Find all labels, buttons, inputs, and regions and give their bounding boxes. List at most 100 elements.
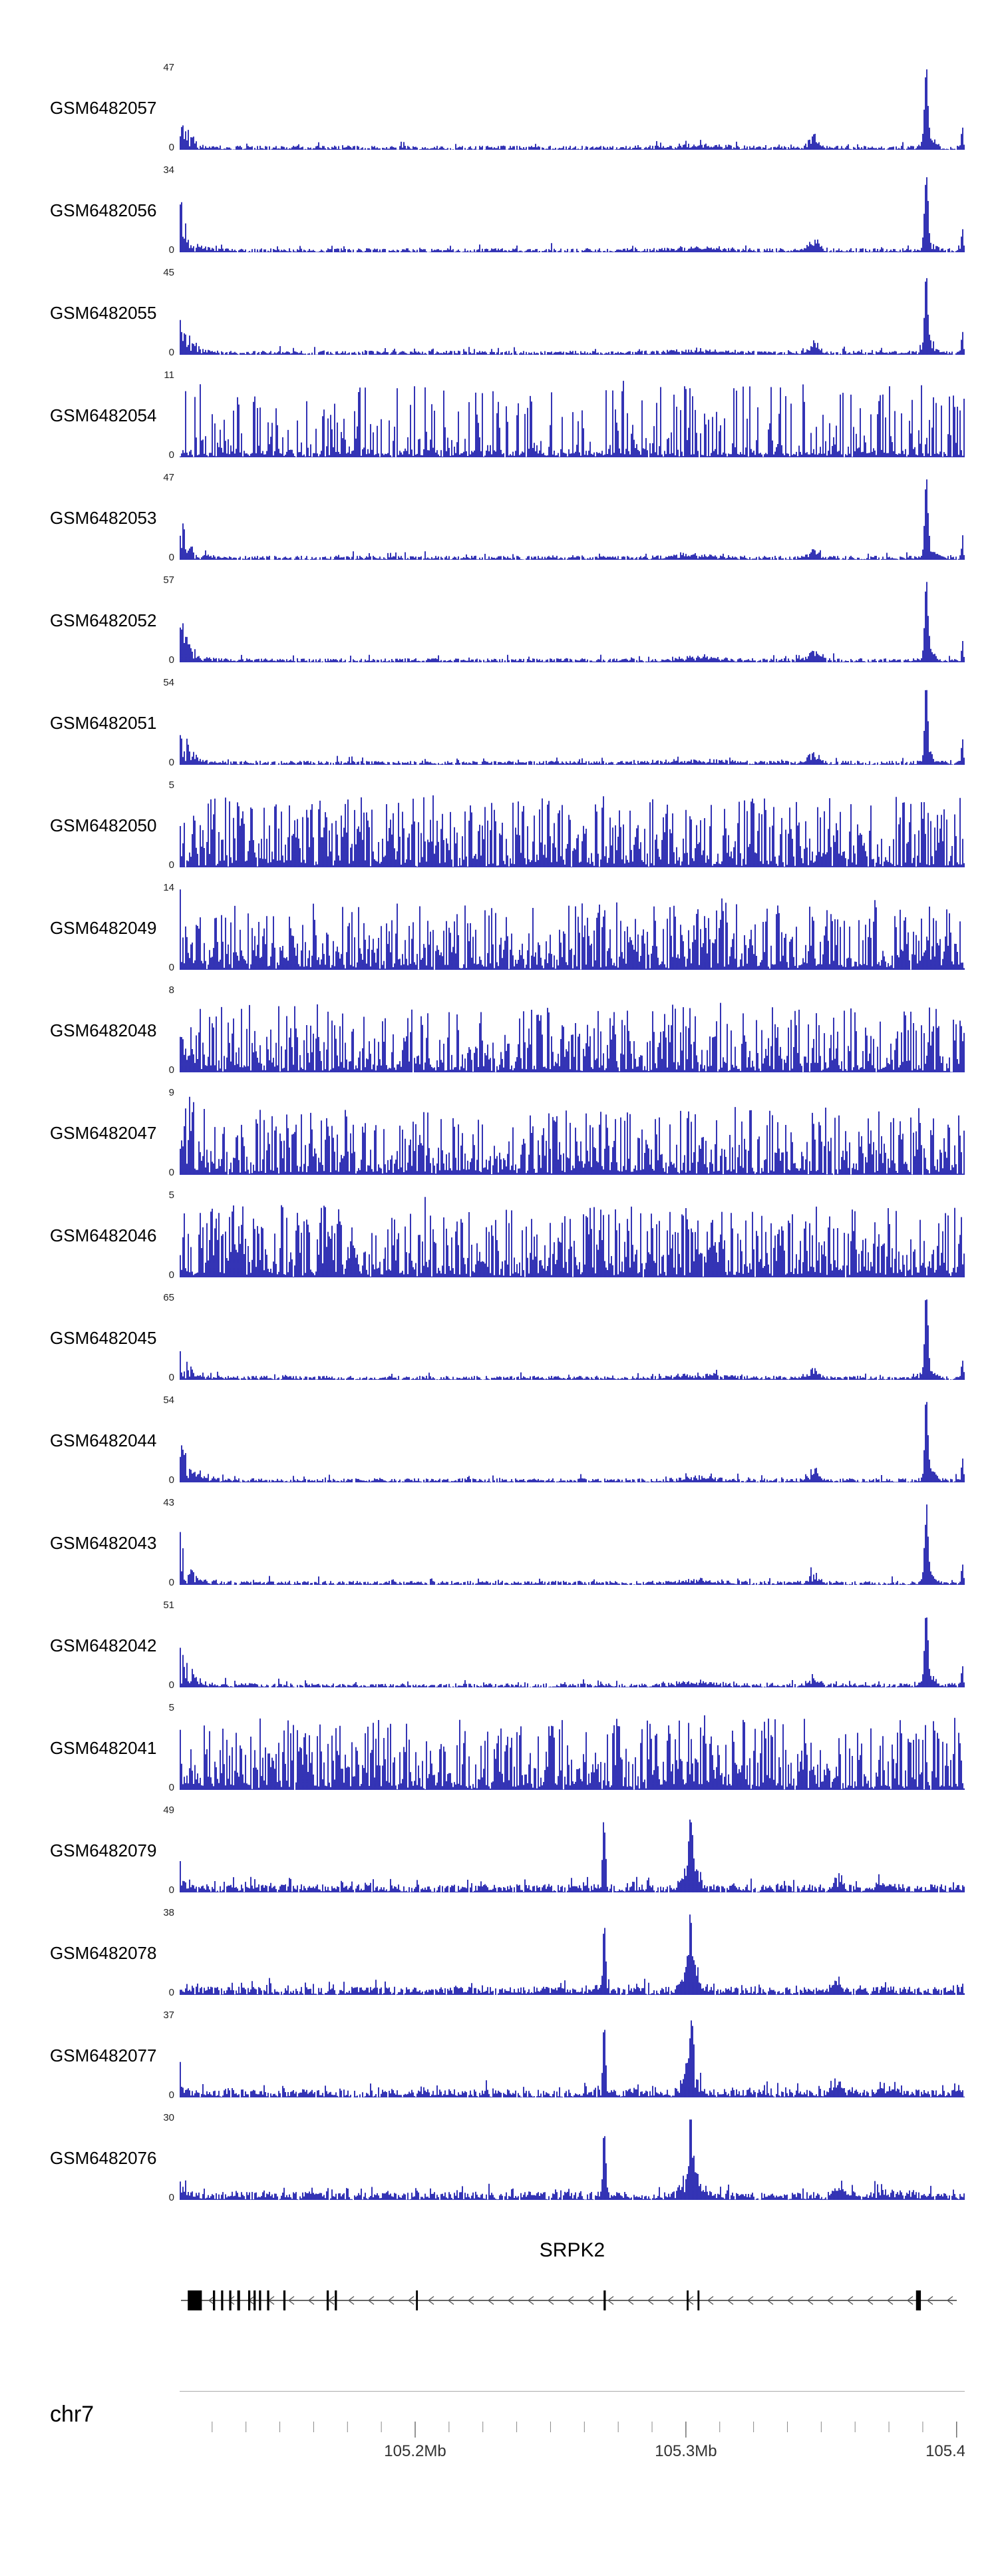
track-ymax-value: 45 bbox=[163, 267, 174, 278]
track-ymin-value: 0 bbox=[168, 1782, 174, 1793]
coverage-signal-plot bbox=[180, 1299, 965, 1380]
strand-direction-chevron-icon bbox=[507, 2296, 514, 2305]
strand-direction-chevron-icon bbox=[487, 2296, 494, 2305]
track-ymin-value: 0 bbox=[168, 654, 174, 666]
strand-direction-chevron-icon bbox=[367, 2296, 375, 2305]
track-ymin-value: 0 bbox=[168, 552, 174, 563]
gene-model-track bbox=[181, 2290, 957, 2310]
track-ymax-value: 54 bbox=[163, 1395, 174, 1406]
coverage-signal-plot bbox=[180, 177, 965, 252]
track-ymax-value: 30 bbox=[163, 2112, 174, 2123]
coverage-signal-plot bbox=[180, 582, 965, 662]
strand-direction-chevron-icon bbox=[786, 2296, 794, 2305]
strand-direction-chevron-icon bbox=[567, 2296, 574, 2305]
strand-direction-chevron-icon bbox=[886, 2296, 894, 2305]
track-ymax-value: 34 bbox=[163, 164, 174, 176]
gene-exon bbox=[687, 2290, 689, 2310]
track-label: GSM6482077 bbox=[50, 2045, 157, 2065]
strand-direction-chevron-icon bbox=[946, 2296, 953, 2305]
track-ymax-value: 54 bbox=[163, 677, 174, 688]
strand-direction-chevron-icon bbox=[287, 2296, 295, 2305]
strand-direction-chevron-icon bbox=[467, 2296, 474, 2305]
coverage-signal-plot bbox=[180, 1504, 965, 1585]
strand-direction-chevron-icon bbox=[727, 2296, 734, 2305]
track-label: GSM6482076 bbox=[50, 2148, 157, 2168]
track-ymin-value: 0 bbox=[168, 1064, 174, 1076]
track-label: GSM6482046 bbox=[50, 1225, 157, 1245]
axis-tick-label: 105.3Mb bbox=[655, 2442, 717, 2460]
strand-direction-chevron-icon bbox=[447, 2296, 454, 2305]
strand-direction-chevron-icon bbox=[228, 2296, 235, 2305]
coverage-signal-plot bbox=[180, 1096, 965, 1175]
track-label: GSM6482043 bbox=[50, 1533, 157, 1553]
gene-exon bbox=[697, 2290, 700, 2310]
track-ymin-value: 0 bbox=[168, 757, 174, 768]
track-ymin-value: 0 bbox=[168, 1269, 174, 1281]
axis-tick-label: 105.2Mb bbox=[384, 2442, 446, 2460]
gene-exon bbox=[603, 2290, 606, 2310]
track-ymax-value: 5 bbox=[168, 1702, 174, 1713]
track-label: GSM6482078 bbox=[50, 1943, 157, 1963]
track-ymax-value: 9 bbox=[168, 1087, 174, 1098]
track-label: GSM6482056 bbox=[50, 200, 157, 220]
strand-direction-chevron-icon bbox=[926, 2296, 933, 2305]
strand-direction-chevron-icon bbox=[527, 2296, 534, 2305]
coverage-signal-plot bbox=[180, 1197, 965, 1277]
strand-direction-chevron-icon bbox=[667, 2296, 674, 2305]
track-ymax-value: 51 bbox=[163, 1600, 174, 1611]
strand-direction-chevron-icon bbox=[587, 2296, 594, 2305]
track-ymin-value: 0 bbox=[168, 859, 174, 871]
track-label: GSM6482044 bbox=[50, 1430, 157, 1450]
strand-direction-chevron-icon bbox=[766, 2296, 774, 2305]
track-ymin-value: 0 bbox=[168, 962, 174, 973]
track-ymin-value: 0 bbox=[168, 1884, 174, 1896]
strand-direction-chevron-icon bbox=[707, 2296, 714, 2305]
gene-exon bbox=[253, 2290, 256, 2310]
track-label: GSM6482057 bbox=[50, 98, 157, 118]
track-ymin-value: 0 bbox=[168, 1372, 174, 1383]
track-ymin-value: 0 bbox=[168, 1167, 174, 1178]
strand-direction-chevron-icon bbox=[826, 2296, 834, 2305]
strand-direction-chevron-icon bbox=[866, 2296, 874, 2305]
track-ymax-value: 11 bbox=[164, 369, 174, 381]
gene-exon bbox=[221, 2290, 224, 2310]
gene-exon bbox=[326, 2290, 329, 2310]
strand-direction-chevron-icon bbox=[427, 2296, 434, 2305]
axis-tick-label: 105.4Mb bbox=[925, 2442, 965, 2460]
gene-exon bbox=[335, 2290, 337, 2310]
coverage-signal-plot bbox=[180, 690, 965, 765]
coverage-signal-plot bbox=[180, 795, 965, 867]
track-ymax-value: 43 bbox=[163, 1497, 174, 1508]
track-ymin-value: 0 bbox=[168, 1987, 174, 1998]
track-ymax-value: 38 bbox=[163, 1907, 174, 1918]
track-label: GSM6482055 bbox=[50, 303, 157, 323]
gene-exon bbox=[248, 2290, 251, 2310]
track-label: GSM6482042 bbox=[50, 1635, 157, 1655]
strand-direction-chevron-icon bbox=[407, 2296, 415, 2305]
coverage-signal-plot bbox=[180, 381, 965, 457]
gene-exon bbox=[237, 2290, 240, 2310]
strand-direction-chevron-icon bbox=[208, 2296, 215, 2305]
track-label: GSM6482051 bbox=[50, 713, 157, 733]
strand-direction-chevron-icon bbox=[846, 2296, 854, 2305]
track-ymax-value: 5 bbox=[168, 779, 174, 791]
coverage-signal-plot bbox=[180, 1402, 965, 1482]
gene-exon bbox=[229, 2290, 232, 2310]
coverage-signal-plot bbox=[180, 278, 965, 355]
coverage-signal-plot bbox=[180, 889, 965, 970]
track-label: GSM6482050 bbox=[50, 815, 157, 835]
track-ymin-value: 0 bbox=[168, 142, 174, 153]
track-ymin-value: 0 bbox=[168, 244, 174, 256]
track-ymax-value: 14 bbox=[163, 882, 174, 893]
gene-exon bbox=[915, 2290, 921, 2310]
strand-direction-chevron-icon bbox=[647, 2296, 654, 2305]
track-ymax-value: 5 bbox=[168, 1189, 174, 1201]
strand-direction-chevron-icon bbox=[607, 2296, 614, 2305]
track-ymin-value: 0 bbox=[168, 1474, 174, 1486]
track-ymax-value: 8 bbox=[168, 984, 174, 996]
coverage-signal-plot bbox=[180, 1819, 965, 1892]
coverage-signal-plot bbox=[180, 69, 965, 150]
gene-exon bbox=[213, 2290, 216, 2310]
chromosome-label: chr7 bbox=[50, 2402, 94, 2427]
